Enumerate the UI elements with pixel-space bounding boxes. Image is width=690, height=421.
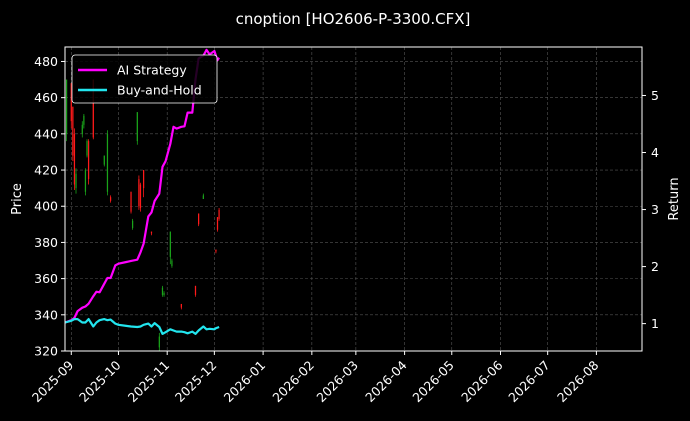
candle-body xyxy=(109,197,112,201)
y-tick-label-left: 400 xyxy=(34,199,58,214)
candle-body xyxy=(75,173,77,189)
y-axis-label-right: Return xyxy=(667,177,682,220)
candle-body xyxy=(73,133,76,185)
candle-body xyxy=(163,293,165,295)
candle-body xyxy=(198,213,200,225)
candle-body xyxy=(86,141,88,156)
candle-body xyxy=(83,115,85,125)
y-tick-label-right: 2 xyxy=(651,259,659,274)
legend-box xyxy=(71,54,218,104)
y-tick-label-left: 420 xyxy=(34,163,58,178)
candle-body xyxy=(106,133,109,192)
y-tick-label-left: 480 xyxy=(34,54,58,69)
candle-body xyxy=(216,217,219,230)
y-tick-label-left: 320 xyxy=(34,344,58,359)
y-tick-label-right: 4 xyxy=(651,145,659,160)
candle-body xyxy=(130,191,132,212)
y-tick-label-right: 1 xyxy=(651,316,659,331)
candle-body xyxy=(142,170,145,189)
chart-title: cnoption [HO2606-P-3300.CFX] xyxy=(236,10,471,28)
candle-body xyxy=(81,124,83,134)
candle-body xyxy=(169,231,171,257)
y-tick-label-left: 340 xyxy=(34,307,58,322)
y-axis-label-left: Price xyxy=(10,183,25,215)
y-tick-label-left: 360 xyxy=(34,271,58,286)
legend: AI Strategy Buy-and-Hold xyxy=(71,54,218,104)
candle-body xyxy=(65,79,68,134)
candle-body xyxy=(215,249,217,252)
buy-and-hold-line xyxy=(64,318,220,335)
candle-body xyxy=(158,336,160,348)
y-tick-label-right: 5 xyxy=(651,88,659,103)
plot-frame xyxy=(64,46,643,352)
y-tick-label-left: 460 xyxy=(34,90,58,105)
candle-body xyxy=(171,260,173,266)
legend-item-ai-strategy-label: AI Strategy xyxy=(117,63,187,78)
candle-body xyxy=(202,195,204,199)
candle-body xyxy=(218,209,220,219)
candle-body xyxy=(194,285,197,295)
candle-body xyxy=(161,287,164,295)
candle-body xyxy=(103,155,105,165)
candle-body xyxy=(92,79,94,138)
candle-body xyxy=(70,83,72,122)
candle-body xyxy=(138,179,140,207)
legend-item-buy-and-hold-label: Buy-and-Hold xyxy=(117,83,202,98)
candle-body xyxy=(139,184,142,209)
candle-body xyxy=(150,231,153,234)
y-tick-label-left: 440 xyxy=(34,126,58,141)
candle-body xyxy=(131,220,134,228)
candle-body xyxy=(72,106,74,156)
candle-body xyxy=(87,141,90,180)
candle-body xyxy=(136,112,138,142)
y-tick-label-left: 380 xyxy=(34,235,58,250)
candle-body xyxy=(84,170,87,192)
y-tick-label-right: 3 xyxy=(651,202,659,217)
candle-body xyxy=(180,303,182,308)
